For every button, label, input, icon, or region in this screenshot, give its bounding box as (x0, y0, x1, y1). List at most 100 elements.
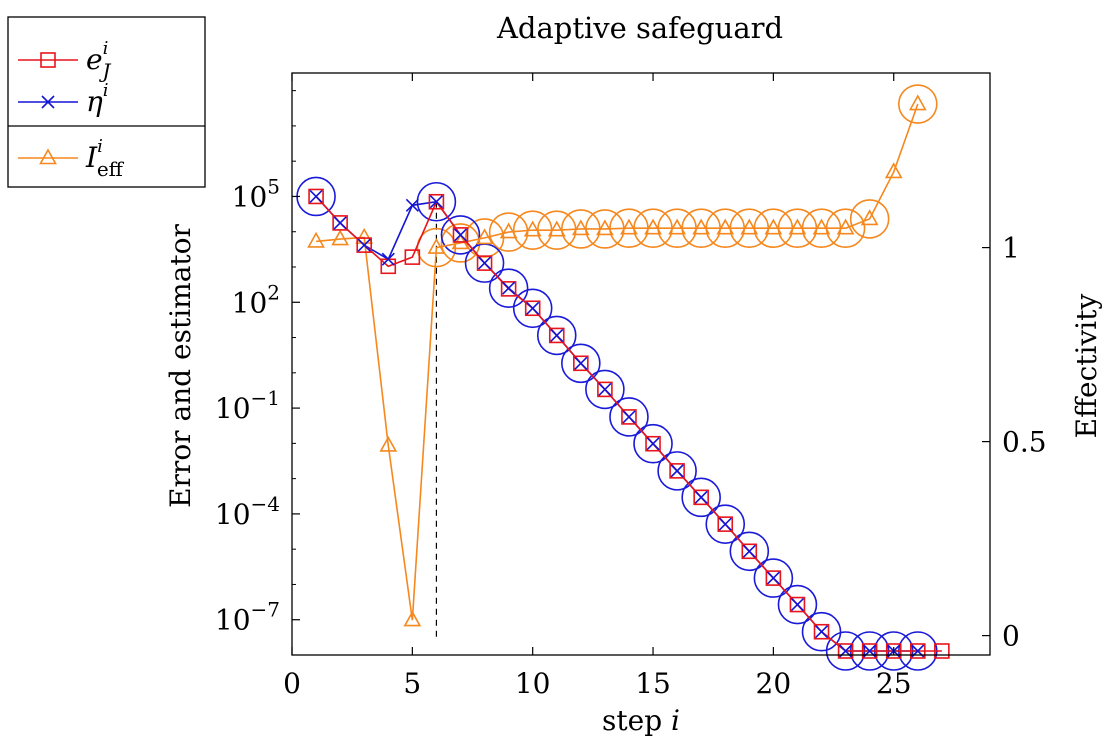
effectivity-circle (849, 199, 890, 239)
estimator-point (790, 597, 805, 612)
estimator-point (718, 517, 732, 531)
y2-axis-label: Effectivity (1070, 294, 1103, 439)
effectivity-point (884, 162, 903, 179)
error-point (645, 435, 661, 452)
effectivity-point (620, 218, 638, 235)
y2-tick-label: 1 (1002, 232, 1020, 265)
estimator-circle (440, 215, 481, 255)
plot-frame (291, 72, 991, 656)
effectivity-point (571, 219, 590, 236)
y-tick-label: 10−4 (215, 492, 280, 531)
estimator-circle (536, 315, 577, 356)
legend-label: ei J (86, 38, 111, 83)
legend-label: ηi (86, 80, 109, 118)
estimator-point (429, 195, 443, 209)
estimator-circle (681, 477, 721, 518)
effectivity-point (812, 218, 831, 235)
error-point (573, 355, 589, 372)
x-tick-label: 20 (756, 667, 792, 700)
estimator-circle (561, 343, 601, 384)
error-point (861, 643, 878, 659)
estimator-point (357, 238, 371, 252)
effectivity-point (644, 218, 662, 235)
estimator-circle (609, 397, 649, 437)
estimator-circle (753, 558, 794, 598)
effectivity-point (355, 227, 374, 244)
error-point (789, 596, 806, 613)
error-point (332, 215, 348, 231)
estimator-circle (633, 423, 673, 464)
estimator-circle (777, 584, 818, 625)
estimator-circle (657, 451, 697, 491)
x-tick-label: 15 (635, 667, 671, 700)
estimator-point (381, 252, 395, 266)
error-point (717, 516, 734, 532)
effectivity-circle (416, 227, 457, 268)
legend-label: Ii eff (85, 136, 125, 181)
estimator-point (526, 301, 540, 315)
effectivity-point (475, 228, 494, 245)
legend-marker (39, 148, 57, 165)
estimator-point (622, 410, 636, 424)
x-tick-label: 0 (283, 667, 301, 700)
effectivity-point (547, 220, 566, 237)
legend-marker (41, 95, 55, 109)
estimator-point (477, 256, 492, 270)
estimator-circle (801, 611, 842, 652)
error-point (934, 643, 950, 659)
error-point (476, 255, 493, 271)
error-point (356, 237, 373, 253)
estimator-point (502, 281, 516, 295)
estimator-point (333, 216, 347, 230)
error-point (765, 570, 782, 586)
x-tick-label: 5 (403, 667, 421, 700)
error-point (548, 327, 565, 344)
x-tick-label: 10 (515, 667, 551, 700)
error-point (621, 409, 637, 425)
effectivity-point (499, 222, 518, 239)
estimator-circle (416, 181, 457, 222)
legend-marker (40, 52, 56, 68)
effectivity-line (315, 103, 919, 621)
estimator-circle (488, 268, 529, 308)
chart-title: Adaptive safeguard (496, 11, 783, 45)
x-axis-label: step i (602, 704, 680, 737)
effectivity-point (668, 218, 686, 235)
error-point (500, 281, 517, 297)
error-point (597, 381, 613, 398)
estimator-circle (585, 369, 625, 410)
effectivity-point (908, 94, 927, 111)
effectivity-circle (897, 84, 938, 124)
effectivity-point (331, 229, 349, 246)
estimator-point (766, 571, 780, 585)
effectivity-point (716, 218, 735, 235)
estimator-point (550, 328, 564, 342)
y-tick-label: 10−7 (215, 598, 280, 637)
estimator-point (574, 356, 588, 370)
error-point (524, 300, 541, 317)
y-tick-label: 105 (232, 174, 280, 213)
effectivity-point (379, 435, 398, 452)
estimator-point (694, 490, 708, 504)
estimator-point (405, 198, 419, 212)
effectivity-point (788, 218, 807, 235)
estimator-point (670, 464, 684, 478)
y2-tick-label: 0 (1002, 620, 1020, 653)
y2-tick-label: 0.5 (1002, 426, 1047, 459)
axes: 0 5 10 15 20 25 105 102 10−1 10−4 10−7 1 0.5 0 (215, 72, 1047, 700)
error-point (452, 227, 469, 243)
y-axis-label: Error and estimator (164, 223, 197, 507)
error-point (428, 193, 445, 210)
effectivity-point (523, 220, 542, 237)
x-tick-label: 25 (876, 667, 912, 700)
estimator-circle (512, 288, 553, 329)
effectivity-point (740, 218, 759, 235)
effectivity-point (860, 209, 879, 226)
effectivity-point (836, 218, 855, 235)
error-point (741, 543, 758, 560)
y-tick-label: 10−1 (215, 386, 280, 425)
effectivity-point (427, 237, 446, 254)
estimator-point (646, 437, 660, 451)
effectivity-point (692, 218, 711, 235)
